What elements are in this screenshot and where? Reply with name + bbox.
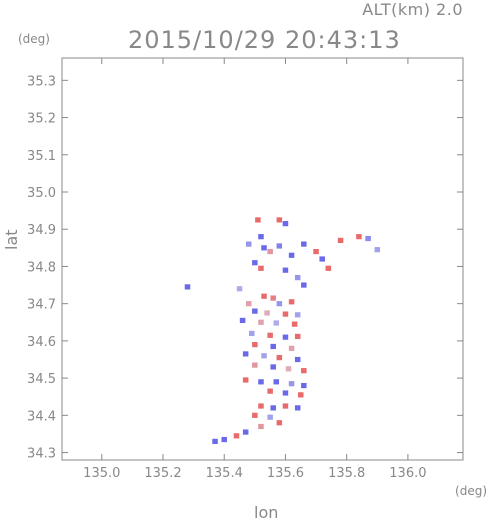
axis-ticks: 135.0 135.2 135.4 135.6 135.8 136.0 34.3 34.4 34… — [27, 58, 463, 481]
y-tick-label: 35.2 — [27, 112, 56, 127]
heatmap-cell — [288, 381, 295, 387]
heatmap-cell — [249, 330, 255, 337]
heatmap-cell — [270, 343, 276, 350]
heatmap-cell — [374, 247, 381, 253]
heatmap-cell — [242, 377, 249, 383]
heatmap-cell — [301, 282, 307, 288]
heatmap-cell — [294, 356, 301, 363]
heatmap-cell — [325, 265, 332, 271]
heatmap-cell — [301, 241, 307, 247]
heatmap-cell — [252, 342, 258, 348]
heatmap-cell — [258, 234, 264, 240]
heatmap-cell — [221, 436, 227, 443]
heatmap-cell — [365, 235, 371, 242]
heatmap-cell — [288, 299, 295, 305]
heatmap-cell — [294, 333, 301, 340]
heatmap-cell — [276, 420, 283, 426]
heatmap-cell — [261, 245, 267, 251]
heatmap-cell — [258, 423, 264, 430]
y-tick-label: 34.5 — [27, 372, 56, 387]
y-tick-label: 34.3 — [27, 447, 56, 462]
heatmap-cell — [282, 221, 289, 227]
heatmap-cell — [276, 217, 283, 223]
heatmap-cell — [252, 412, 258, 418]
heatmap-cell — [255, 217, 261, 223]
y-tick-label: 34.7 — [27, 298, 56, 313]
heatmap-cell — [301, 382, 307, 389]
heatmap-cell — [252, 308, 258, 314]
heatmap-cell — [282, 390, 289, 396]
heatmap-cell — [276, 301, 283, 307]
heatmap-cell — [273, 379, 280, 385]
x-tick-label: 136.0 — [389, 466, 426, 481]
heatmap-cell — [282, 403, 289, 409]
heatmap-cell — [288, 345, 295, 351]
heatmap-cell — [258, 319, 264, 325]
heatmap-cell — [245, 301, 252, 307]
x-tick-label: 135.2 — [144, 466, 181, 481]
heatmap-cell — [242, 429, 249, 435]
heatmap-cell — [319, 256, 325, 262]
heatmap-cell — [236, 286, 243, 292]
heatmap-cell — [288, 252, 295, 258]
heatmap-cell — [294, 405, 301, 411]
y-tick-label: 35.3 — [27, 74, 56, 89]
y-tick-label: 34.8 — [27, 260, 56, 275]
x-tick-label: 135.6 — [267, 466, 304, 481]
y-tick-label: 34.6 — [27, 335, 56, 350]
heatmap-cell — [356, 234, 362, 240]
y-tick-label: 34.9 — [27, 223, 56, 238]
heatmap-cell — [267, 332, 273, 338]
altitude-label: ALT(km) 2.0 — [362, 0, 463, 19]
heatmap-cell — [258, 379, 264, 385]
y-axis-unit: (deg) — [18, 32, 50, 46]
y-tick-label: 35.0 — [27, 186, 56, 201]
heatmap-cell — [261, 353, 267, 359]
x-tick-label: 135.4 — [206, 466, 243, 481]
heatmap-cell — [276, 243, 283, 249]
x-tick-label: 135.8 — [328, 466, 365, 481]
heatmap-cell — [294, 275, 301, 281]
heatmap-cells — [184, 217, 381, 444]
heatmap-cell — [298, 392, 304, 398]
heatmap-cell — [270, 295, 276, 301]
x-tick-label: 135.0 — [83, 466, 120, 481]
y-tick-label: 34.4 — [27, 409, 56, 424]
heatmap-cell — [184, 284, 191, 290]
y-tick-label: 35.1 — [27, 149, 56, 164]
heatmap-cell — [285, 366, 292, 372]
heatmap-cell — [242, 351, 249, 357]
heatmap-cell — [313, 248, 319, 255]
heatmap-cell — [276, 355, 283, 361]
heatmap-cell — [273, 320, 280, 326]
heatmap-cell — [282, 267, 289, 273]
heatmap-cell — [212, 438, 218, 444]
heatmap-cell — [267, 414, 273, 420]
heatmap-cell — [267, 248, 273, 255]
heatmap-cell — [252, 260, 258, 266]
heatmap-cell — [294, 312, 301, 318]
heatmap-cell — [261, 293, 267, 299]
heatmap-cell — [245, 241, 252, 247]
heatmap-cell — [258, 403, 264, 409]
heatmap-cell — [291, 321, 298, 327]
chart-title-timestamp: 2015/10/29 20:43:13 — [128, 26, 401, 54]
heatmap-cell — [267, 388, 273, 394]
heatmap-cell — [264, 310, 270, 316]
x-axis-unit: (deg) — [455, 484, 487, 498]
heatmap-cell — [282, 311, 289, 317]
heatmap-cell — [233, 433, 240, 439]
heatmap-cell — [252, 362, 258, 368]
heatmap-cell — [258, 265, 264, 271]
plot-frame — [61, 57, 464, 461]
heatmap-cell — [282, 334, 289, 340]
heatmap-cell — [239, 317, 246, 324]
heatmap-cell — [270, 364, 276, 370]
heatmap-cell — [270, 405, 276, 411]
x-axis-label: lon — [254, 503, 279, 522]
heatmap-cell — [301, 368, 307, 374]
heatmap-cell — [337, 237, 344, 243]
